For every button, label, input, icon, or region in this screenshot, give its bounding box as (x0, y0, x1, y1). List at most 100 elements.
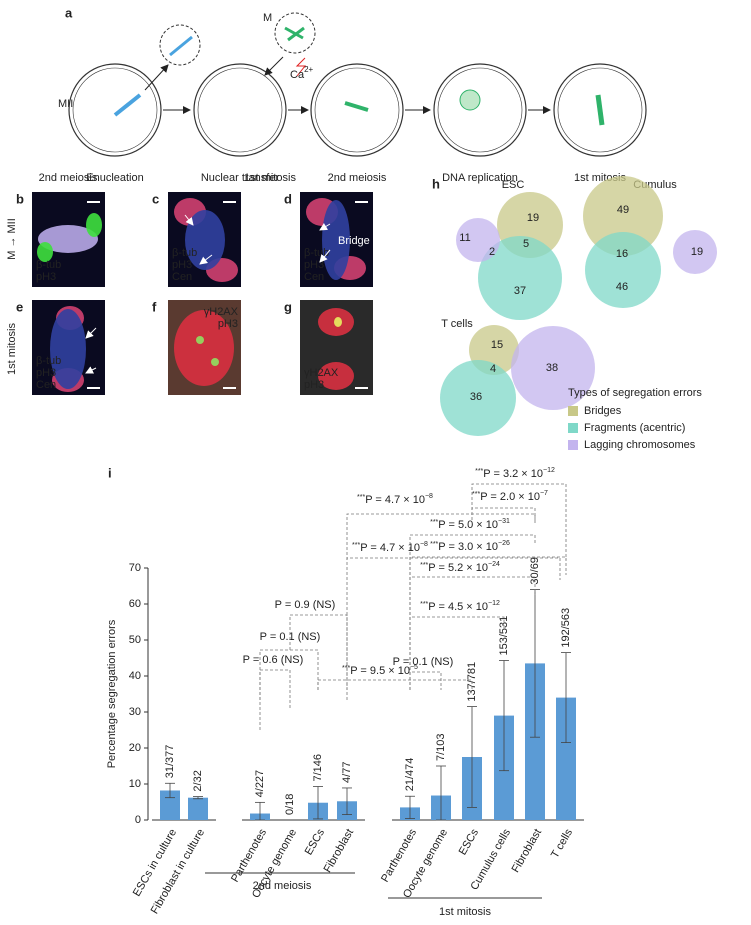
venn-count: 4 (490, 363, 496, 375)
stain-label: Cen (172, 271, 192, 283)
legend-title: Types of segregation errors (568, 387, 702, 399)
significance-bracket (471, 483, 567, 560)
venn-count: 5 (523, 238, 529, 250)
panel-label: d (284, 191, 292, 206)
y-tick-label: 70 (129, 562, 141, 574)
m-label: M (263, 12, 272, 24)
venn-count: 19 (527, 212, 539, 224)
y-tick-label: 50 (129, 634, 141, 646)
stain-label: Cen (36, 379, 56, 391)
p-text: P = 3.0 × 10 (438, 541, 498, 553)
p-text: P = 5.0 × 10 (438, 519, 498, 531)
arrow (184, 214, 194, 226)
bar-label: 4/77 (341, 762, 353, 783)
venn-circle (583, 176, 663, 256)
bar-label: 2/32 (192, 770, 204, 791)
significance-bracket (317, 679, 473, 690)
legend-swatch (568, 406, 578, 416)
bar-label: 30/69 (529, 557, 541, 585)
p-value: P = 0.1 (NS) (393, 656, 454, 668)
p-value: P = 0.6 (NS) (243, 654, 304, 666)
p-text: P = 0.9 (NS) (275, 599, 336, 611)
arrow (85, 366, 97, 374)
y-tick-label: 0 (135, 814, 141, 826)
significance-bracket (409, 616, 505, 690)
legend-label: Fragments (acentric) (584, 422, 685, 434)
panel-label: h (432, 176, 440, 191)
panel-a (68, 12, 647, 157)
venn-count: 38 (546, 362, 558, 374)
stain-label: γH2AX (204, 306, 239, 318)
bar-label: 192/563 (560, 608, 572, 648)
venn-count: 2 (489, 246, 495, 258)
significance-bracket (289, 614, 348, 690)
exponent: −26 (498, 540, 510, 547)
p-text: P = 9.5 × 10 (350, 665, 410, 677)
row-label: M → MII (6, 218, 18, 260)
legend-swatch (568, 423, 578, 433)
x-tick-label: Fibroblast (322, 827, 357, 875)
bar-label: 7/146 (312, 754, 324, 782)
p-value: ***P = 3.0 × 10−26 (430, 540, 510, 553)
stain-label: pH3 (36, 271, 56, 283)
x-tick-label: T cells (549, 827, 575, 861)
stain-signal (318, 362, 354, 390)
stars: *** (352, 542, 360, 549)
venn-count: 36 (470, 391, 482, 403)
arrow (319, 222, 331, 231)
venn-count: 11 (459, 232, 470, 244)
venn-count: 46 (616, 281, 628, 293)
panel-label: c (152, 191, 159, 206)
y-tick-label: 40 (129, 670, 141, 682)
stain-label: β-tub (36, 355, 61, 367)
step-label: DNA replication (442, 172, 518, 184)
stain-label: β-tub (172, 247, 197, 259)
stars: *** (472, 491, 480, 498)
ca-label: Ca2+ (290, 65, 314, 81)
p-text: P = 5.2 × 10 (428, 562, 488, 574)
bridge-label: Bridge (338, 235, 370, 247)
p-value: ***P = 5.0 × 10−31 (430, 518, 510, 531)
stars: *** (475, 468, 483, 475)
panel-label: a (65, 5, 73, 20)
x-tick-label: Fibroblast (510, 827, 545, 875)
legend-label: Bridges (584, 405, 622, 417)
venn-circle (478, 236, 562, 320)
bar-label: 153/531 (498, 616, 510, 656)
arrow (85, 327, 97, 339)
venn-count: 16 (616, 248, 628, 260)
stars: *** (430, 541, 438, 548)
significance-bracket (346, 513, 536, 560)
stain-signal (86, 213, 102, 237)
panel-label: b (16, 191, 24, 206)
venn-circle (673, 230, 717, 274)
venn-circle (456, 218, 500, 262)
step-label: 2nd meiosis (328, 172, 387, 184)
significance-bracket (409, 671, 442, 690)
stain-label: pH3 (304, 379, 324, 391)
stars: *** (342, 665, 350, 672)
p-value: ***P = 5.2 × 10−24 (420, 561, 500, 574)
exponent: −24 (488, 561, 500, 568)
bar-label: 31/377 (164, 745, 176, 779)
significance-bracket (409, 534, 536, 690)
p-text: P = 4.7 × 10 (360, 542, 420, 554)
group-label: 1st mitosis (439, 906, 491, 918)
bar (525, 663, 545, 820)
bar (188, 797, 208, 820)
exponent: −31 (498, 518, 510, 525)
bar (556, 697, 576, 820)
venn-circle (440, 360, 516, 436)
stain-label: Cen (304, 271, 324, 283)
stain-label: pH3 (36, 367, 56, 379)
group-label: 2nd meiosis (253, 880, 312, 892)
panel-label: f (152, 299, 157, 314)
ca-sup: 2+ (304, 65, 313, 74)
stain-label: γH2AX (304, 367, 339, 379)
legend-swatch (568, 440, 578, 450)
ca: Ca (290, 69, 305, 81)
panel-label: i (108, 465, 112, 480)
y-tick-label: 30 (129, 706, 141, 718)
mii-label: MII (58, 98, 73, 110)
